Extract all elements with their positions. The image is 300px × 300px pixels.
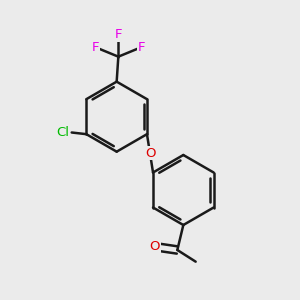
Text: F: F (137, 41, 145, 54)
Text: F: F (115, 28, 122, 41)
Text: O: O (149, 240, 160, 253)
Text: F: F (92, 41, 99, 54)
Text: O: O (145, 147, 155, 160)
Text: Cl: Cl (56, 126, 69, 139)
